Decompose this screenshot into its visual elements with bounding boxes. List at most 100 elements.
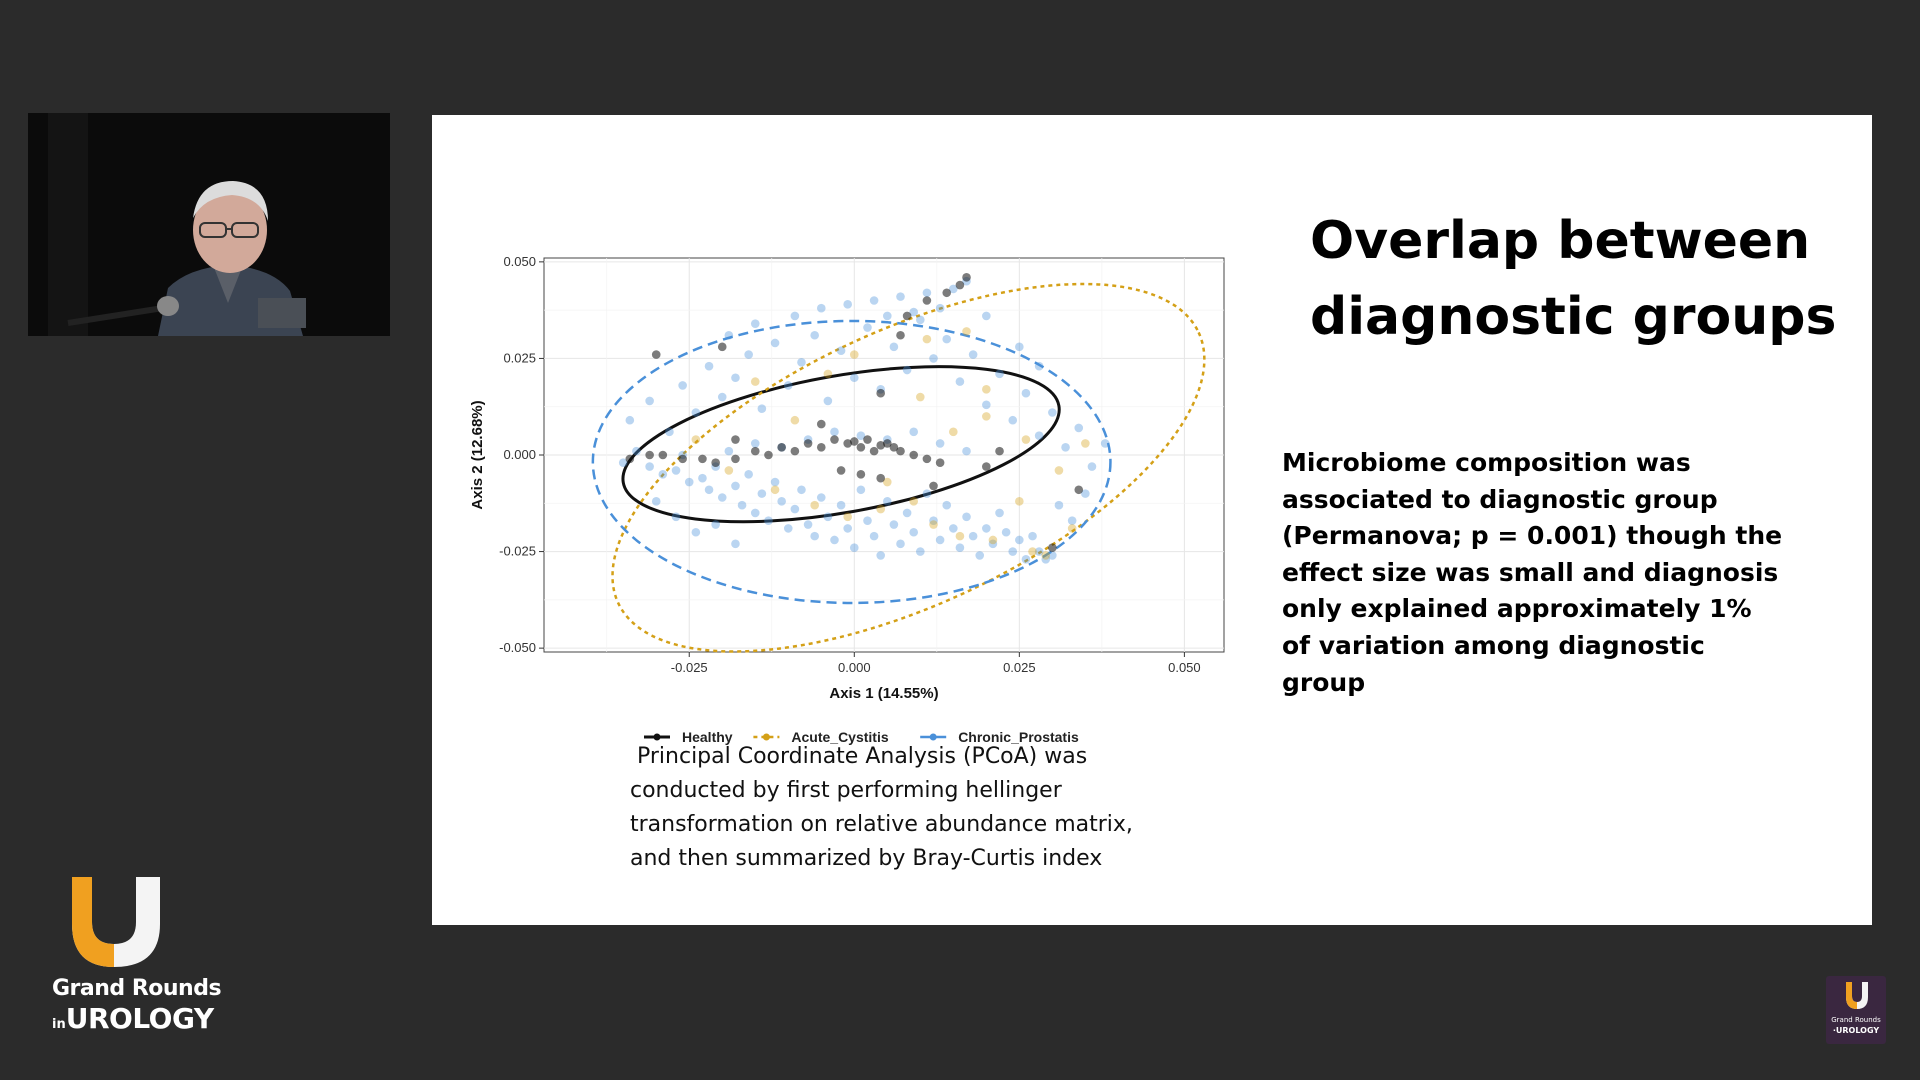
data-point-chronic-prostatis [902, 508, 912, 518]
data-point-chronic-prostatis [704, 485, 714, 495]
x-tick-label: 0.000 [838, 660, 871, 675]
data-point-healthy [935, 458, 945, 468]
data-point-chronic-prostatis [955, 377, 965, 386]
data-point-acute-cystitis [982, 385, 991, 394]
data-point-chronic-prostatis [823, 512, 833, 522]
data-point-chronic-prostatis [684, 477, 694, 487]
data-point-chronic-prostatis [896, 292, 905, 301]
y-tick-label: 0.000 [503, 447, 536, 462]
data-point-healthy [896, 330, 905, 340]
ellipse-chronic-prostatis [591, 319, 1112, 605]
x-tick-label: 0.050 [1168, 660, 1201, 675]
data-point-acute-cystitis [849, 350, 859, 359]
data-point-acute-cystitis [883, 477, 892, 487]
data-point-healthy [1048, 543, 1057, 553]
data-point-chronic-prostatis [625, 415, 635, 425]
data-point-chronic-prostatis [645, 462, 654, 471]
data-point-chronic-prostatis [1001, 527, 1011, 537]
data-point-chronic-prostatis [1034, 547, 1044, 556]
data-point-healthy [909, 450, 919, 460]
data-point-chronic-prostatis [863, 516, 872, 525]
slide-title-line: diagnostic groups [1310, 287, 1837, 347]
data-point-chronic-prostatis [843, 300, 852, 309]
summary-line: only explained approximately 1% [1282, 594, 1752, 624]
data-point-acute-cystitis [1028, 547, 1037, 556]
data-point-chronic-prostatis [1061, 442, 1070, 452]
data-point-chronic-prostatis [949, 284, 958, 294]
data-point-chronic-prostatis [750, 508, 760, 518]
data-point-acute-cystitis [982, 412, 991, 421]
data-point-chronic-prostatis [1015, 535, 1024, 545]
data-point-acute-cystitis [876, 504, 885, 514]
data-point-chronic-prostatis [962, 446, 971, 456]
data-point-acute-cystitis [962, 327, 971, 336]
data-point-acute-cystitis [843, 512, 852, 522]
data-point-chronic-prostatis [750, 319, 760, 328]
brand-name-line2: inUROLOGY [52, 1002, 214, 1035]
data-point-healthy [816, 419, 826, 429]
data-point-healthy [764, 450, 773, 460]
grand-rounds-logo: Grand Rounds inUROLOGY [48, 872, 222, 1042]
data-point-chronic-prostatis [1067, 516, 1077, 525]
data-point-chronic-prostatis [916, 315, 925, 325]
data-point-chronic-prostatis [645, 396, 654, 406]
caption-line: Principal Coordinate Analysis (PCoA) was [630, 744, 1088, 769]
data-point-chronic-prostatis [1054, 500, 1064, 510]
data-point-chronic-prostatis [1021, 554, 1031, 564]
data-point-healthy [883, 439, 892, 448]
brand-in: in [52, 1017, 66, 1032]
data-point-acute-cystitis [955, 531, 965, 541]
data-point-chronic-prostatis [1028, 531, 1037, 541]
data-point-chronic-prostatis [816, 493, 826, 502]
chart-legend: Healthy Acute_Cystitis Chronic_Prostatis [644, 729, 1079, 745]
slide-title-line: Overlap between [1310, 211, 1811, 271]
data-point-chronic-prostatis [797, 357, 806, 367]
summary-line: group [1282, 667, 1366, 697]
data-point-healthy [863, 435, 872, 444]
data-point-chronic-prostatis [810, 330, 819, 340]
y-tick-label: -0.025 [499, 544, 536, 559]
data-point-healthy [856, 470, 866, 479]
data-point-chronic-prostatis [678, 381, 687, 390]
data-point-chronic-prostatis [1034, 431, 1044, 440]
data-point-chronic-prostatis [1034, 361, 1044, 371]
data-point-chronic-prostatis [962, 512, 971, 522]
data-point-chronic-prostatis [744, 350, 753, 359]
data-point-healthy [896, 446, 905, 456]
caption-line: transformation on relative abundance mat… [630, 812, 1133, 837]
data-point-chronic-prostatis [968, 531, 978, 541]
data-point-chronic-prostatis [909, 427, 919, 437]
legend-marker [762, 733, 770, 741]
data-point-chronic-prostatis [770, 338, 780, 348]
data-point-chronic-prostatis [757, 404, 767, 413]
legend-label: Chronic_Prostatis [958, 729, 1079, 745]
data-point-chronic-prostatis [836, 346, 846, 356]
data-point-chronic-prostatis [618, 458, 628, 468]
data-point-chronic-prostatis [1008, 415, 1018, 425]
data-point-chronic-prostatis [816, 303, 826, 313]
data-point-acute-cystitis [916, 392, 925, 402]
data-point-chronic-prostatis [869, 531, 879, 541]
data-point-acute-cystitis [691, 435, 701, 444]
watermark-logo: Grand Rounds ·UROLOGY [1826, 976, 1886, 1044]
data-point-chronic-prostatis [1008, 547, 1018, 556]
y-tick-label: 0.050 [503, 254, 536, 269]
legend-label: Acute_Cystitis [791, 729, 888, 745]
data-point-chronic-prostatis [982, 311, 991, 321]
data-point-chronic-prostatis [770, 477, 780, 487]
ellipse-healthy [621, 365, 1061, 524]
data-point-chronic-prostatis [803, 520, 813, 529]
pcoa-chart: -0.025 0.000 0.025 0.050 0.050 0.025 0.000 -0.0… [469, 254, 1225, 745]
data-point-acute-cystitis [1021, 435, 1031, 444]
data-point-chronic-prostatis [883, 497, 892, 506]
data-point-chronic-prostatis [724, 446, 734, 456]
data-point-acute-cystitis [750, 377, 760, 386]
data-point-healthy [889, 442, 899, 452]
legend-label: Healthy [682, 729, 733, 745]
data-point-chronic-prostatis [764, 516, 773, 525]
data-point-chronic-prostatis [1087, 462, 1097, 471]
data-point-chronic-prostatis [671, 466, 681, 475]
data-point-healthy [902, 311, 912, 321]
data-point-chronic-prostatis [982, 524, 991, 533]
data-point-healthy [849, 437, 859, 446]
